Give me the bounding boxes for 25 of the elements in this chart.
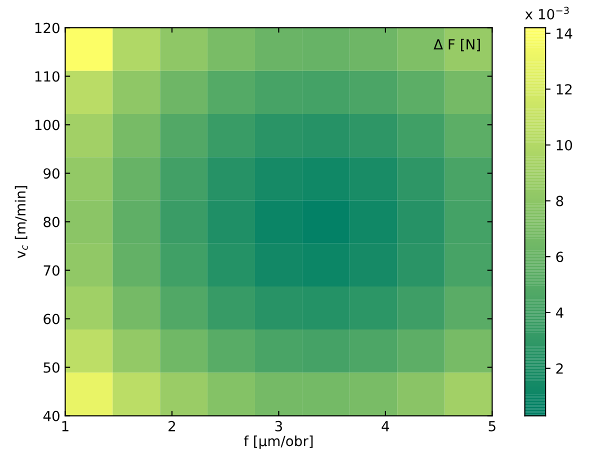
legend-title: Δ F [N] <box>434 38 480 52</box>
y-tick-label: 80 <box>44 216 60 228</box>
color-bar-title: x 10$^{−3}$ <box>525 6 569 20</box>
color-bar-label: 14 <box>556 28 572 39</box>
y-tick-label: 60 <box>44 314 60 324</box>
y-tick-label: 90 <box>44 168 60 179</box>
color-bar-label: 8 <box>556 196 564 206</box>
y-tick-label: 120 <box>35 22 60 34</box>
color-bar-label: 10 <box>556 140 572 150</box>
y-tick-label: 50 <box>44 362 60 373</box>
color-bar-label: 2 <box>556 363 563 374</box>
y-tick-label: 70 <box>44 265 60 276</box>
y-tick-label: 100 <box>35 120 60 130</box>
y-axis-title: v$_{c}$ [m/min] <box>14 186 28 258</box>
x-tick-label: 4 <box>382 421 390 432</box>
x-tick-label: 3 <box>275 420 282 432</box>
y-tick-label: 40 <box>43 410 60 422</box>
color-bar-label: 6 <box>556 252 564 262</box>
color-bar-label: 12 <box>556 84 572 94</box>
x-tick-label: 2 <box>168 420 175 432</box>
color-bar-label: 4 <box>556 308 564 318</box>
y-tick-label: 110 <box>35 71 60 82</box>
x-tick-label: 1 <box>62 421 68 432</box>
x-tick-label: 5 <box>488 421 496 432</box>
x-axis-title: f [μm/obr] <box>244 435 313 449</box>
